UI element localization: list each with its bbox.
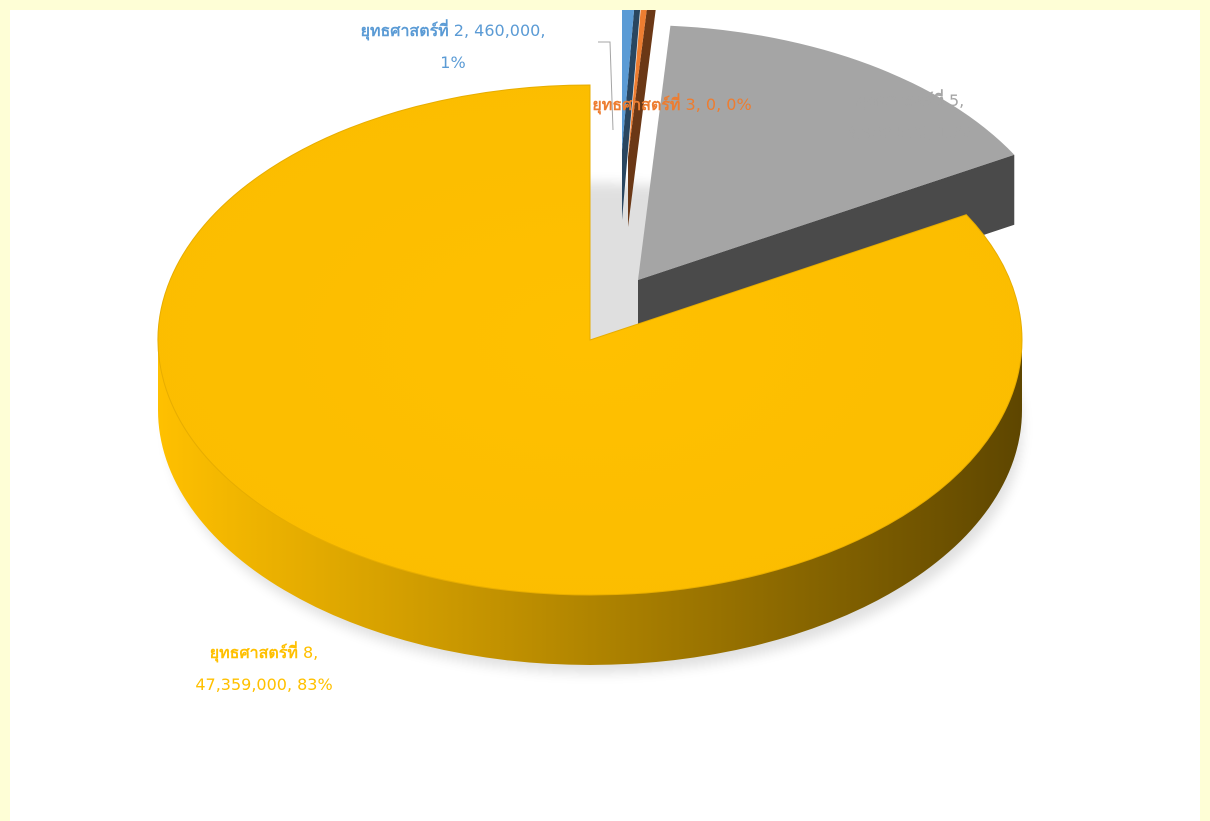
- data-label-1: ยุทธศาสตร์ที่ 2, 460,000, 1%: [361, 19, 546, 72]
- pie-slice-3: [638, 25, 1015, 281]
- pie-chart: ยุทธศาสตร์ที่ 2, 460,000, 1% ยุทธศาสตร์ที่…: [157, 10, 1023, 694]
- data-label-3: ยุทธศาสตร์ที่ 5, 8,900,500, 16%: [846, 89, 973, 142]
- leader-line-1: [598, 41, 614, 131]
- pie-slice-4: [157, 84, 1023, 596]
- pie-slice-1: [622, 10, 635, 150]
- pie-slice-side-4: [158, 340, 1022, 665]
- data-label-4: ยุทธศาสตร์ที่ 8, 47,359,000, 83%: [195, 641, 332, 694]
- pie-slice-cut-1: [622, 10, 641, 220]
- data-label-2: ยุทธศาสตร์ที่ 3, 0, 0%: [592, 93, 751, 115]
- chart-area: ยุทธศาสตร์ที่ 2, 460,000, 1% ยุทธศาสตร์ที่…: [10, 10, 1200, 821]
- pie-slice-cut-2: [628, 10, 656, 227]
